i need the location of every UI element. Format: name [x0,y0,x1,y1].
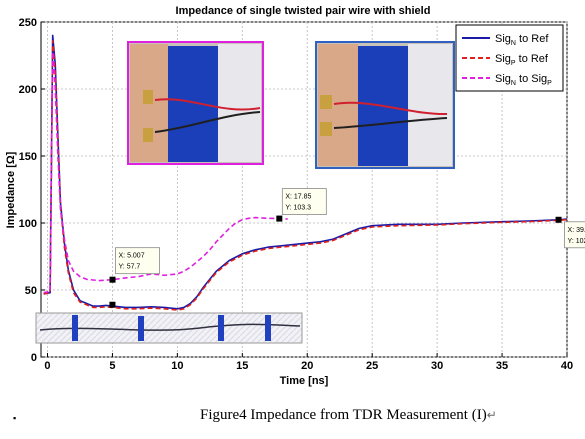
x-tick-label: 5 [109,360,115,372]
x-tick-label: 0 [44,360,50,372]
caption-text: Figure4 Impedance from TDR Measurement (… [200,407,487,423]
y-tick-label: 0 [31,352,37,364]
tdr-impedance-chart: Impedance of single twisted pair wire wi… [5,5,585,387]
y-axis-label: Impedance [Ω] [5,151,17,228]
caption-bullet: ▪ [13,413,17,423]
legend-label-sig-p-to-ref: SigP to Ref [495,53,549,67]
x-tick-label: 15 [236,360,248,372]
y-axis-ticks: 0 50 100 150 200 250 [19,17,45,364]
x-axis-ticks: 0 5 10 15 20 25 30 35 40 [44,353,573,372]
data-cursor-x-label: X: 17.85 [285,194,311,201]
series-line-sig-n-to-sig-p [43,50,288,294]
inset-photo-cable [35,312,303,344]
series-lines [43,34,567,311]
legend: SigN to Ref SigP to Ref SigN to SigP [455,24,564,92]
legend-label-sig-n-to-sig-p: SigN to SigP [495,73,552,87]
y-tick-label: 100 [19,218,37,230]
data-cursor-x-label: X: 5.007 [119,253,145,260]
data-cursor-box [115,247,160,275]
data-cursor-marker [109,301,116,308]
y-tick-label: 200 [19,84,37,96]
x-tick-label: 30 [431,360,443,372]
data-cursor-y-label: Y: 102.4 [568,238,585,245]
series-line-sig-n-to-ref [43,34,567,310]
paragraph-mark: ↵ [486,408,497,422]
x-tick-label: 20 [301,360,313,372]
data-cursor-marker [109,276,116,283]
chart-title: Impedance of single twisted pair wire wi… [176,5,431,17]
data-cursors: X: 5.007 Y: 57.7 X: 17.85 Y: 103.3 X: 39.35 Y… [109,188,585,308]
series-line-sig-p-to-ref [43,40,567,311]
x-tick-label: 35 [496,360,508,372]
data-cursor-x-label: X: 39.35 [568,227,585,234]
figure-caption: ▪ Figure4 Impedance from TDR Measurement… [0,407,585,431]
data-cursor-marker [276,215,283,222]
x-tick-label: 25 [366,360,378,372]
inset-photo-sma-connector-2 [315,41,455,169]
inset-photo-sma-connector-1 [127,41,264,165]
y-tick-label: 150 [19,151,37,163]
x-tick-label: 40 [561,360,573,372]
data-cursor-marker [555,216,562,223]
data-cursor-box [281,188,327,215]
data-cursor-box [564,221,585,249]
data-cursor-y-label: Y: 103.3 [285,205,311,212]
legend-label-sig-n-to-ref: SigN to Ref [495,33,549,47]
x-axis-label: Time [ns] [280,375,329,387]
y-tick-label: 250 [19,17,37,29]
x-tick-label: 10 [171,360,183,372]
y-tick-label: 50 [25,285,37,297]
data-cursor-y-label: Y: 57.7 [119,264,141,271]
